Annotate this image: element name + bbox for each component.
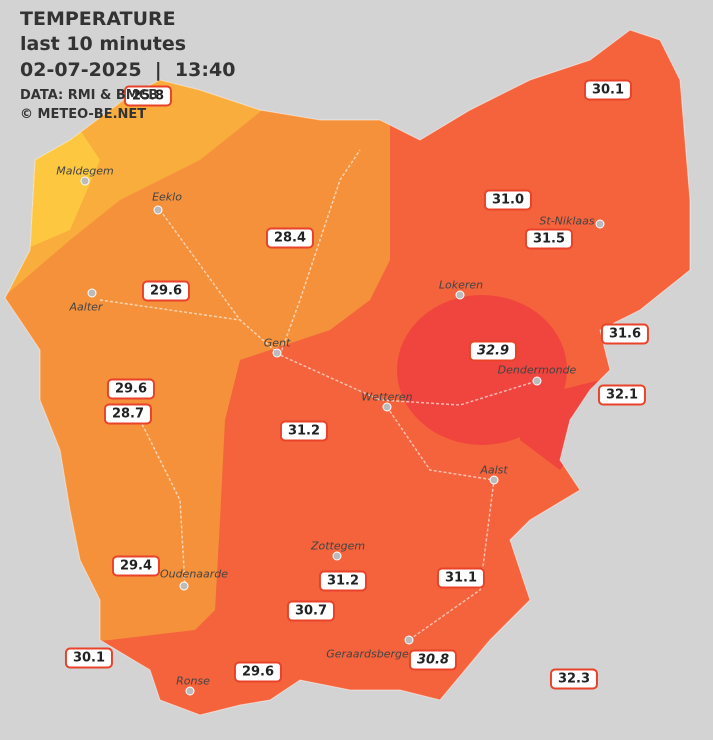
city-label: St-Niklaas bbox=[539, 214, 595, 228]
city-label: Dendermonde bbox=[497, 363, 577, 377]
city-label: Eeklo bbox=[152, 190, 182, 204]
station-reading: 29.6 bbox=[106, 378, 156, 400]
station-reading: 31.6 bbox=[600, 323, 650, 345]
city-marker bbox=[489, 475, 499, 485]
city-marker bbox=[382, 402, 392, 412]
station-reading: 29.4 bbox=[111, 555, 161, 577]
datetime: 02-07-2025 | 13:40 bbox=[20, 59, 236, 81]
city-label: Lokeren bbox=[438, 278, 484, 292]
city-marker bbox=[272, 348, 282, 358]
station-reading: 29.6 bbox=[141, 280, 191, 302]
city-marker bbox=[532, 376, 542, 386]
station-reading: 32.3 bbox=[549, 668, 599, 690]
station-reading: 32.9 bbox=[468, 340, 518, 362]
station-reading: 31.2 bbox=[279, 420, 329, 442]
station-reading: 28.4 bbox=[265, 227, 315, 249]
city-marker bbox=[179, 581, 189, 591]
city-label: Oudenaarde bbox=[159, 567, 229, 581]
source: DATA: RMI & BMCB bbox=[20, 88, 159, 103]
station-reading: 30.1 bbox=[64, 647, 114, 669]
city-marker bbox=[332, 551, 342, 561]
station-reading: 30.8 bbox=[408, 649, 458, 671]
city-label: Ronse bbox=[176, 674, 210, 688]
station-reading: 31.1 bbox=[436, 567, 486, 589]
city-label: Gent bbox=[263, 336, 291, 350]
city-marker bbox=[153, 205, 163, 215]
station-reading: 29.6 bbox=[233, 661, 283, 683]
station-reading: 31.2 bbox=[318, 570, 368, 592]
station-reading: 31.0 bbox=[483, 189, 533, 211]
city-label: Aalst bbox=[480, 463, 508, 477]
station-reading: 30.1 bbox=[583, 79, 633, 101]
city-label: Geraardsbergen bbox=[326, 647, 416, 661]
city-marker bbox=[404, 635, 414, 645]
city-marker bbox=[595, 219, 605, 229]
station-reading: 32.1 bbox=[597, 384, 647, 406]
station-reading: 28.7 bbox=[103, 403, 153, 425]
subtitle: last 10 minutes bbox=[20, 33, 187, 55]
city-marker bbox=[87, 288, 97, 298]
station-reading: 25.8 bbox=[123, 85, 173, 107]
city-marker bbox=[185, 686, 195, 696]
city-marker bbox=[80, 176, 90, 186]
city-label: Aalter bbox=[69, 300, 103, 314]
city-label: Wetteren bbox=[361, 390, 413, 404]
city-marker bbox=[455, 290, 465, 300]
station-reading: 30.7 bbox=[286, 600, 336, 622]
station-reading: 31.5 bbox=[524, 228, 574, 250]
city-label: Zottegem bbox=[310, 539, 366, 553]
title: TEMPERATURE bbox=[20, 8, 176, 30]
copyright: © METEO-BE.NET bbox=[20, 107, 147, 122]
city-label: Maldegem bbox=[56, 164, 114, 178]
